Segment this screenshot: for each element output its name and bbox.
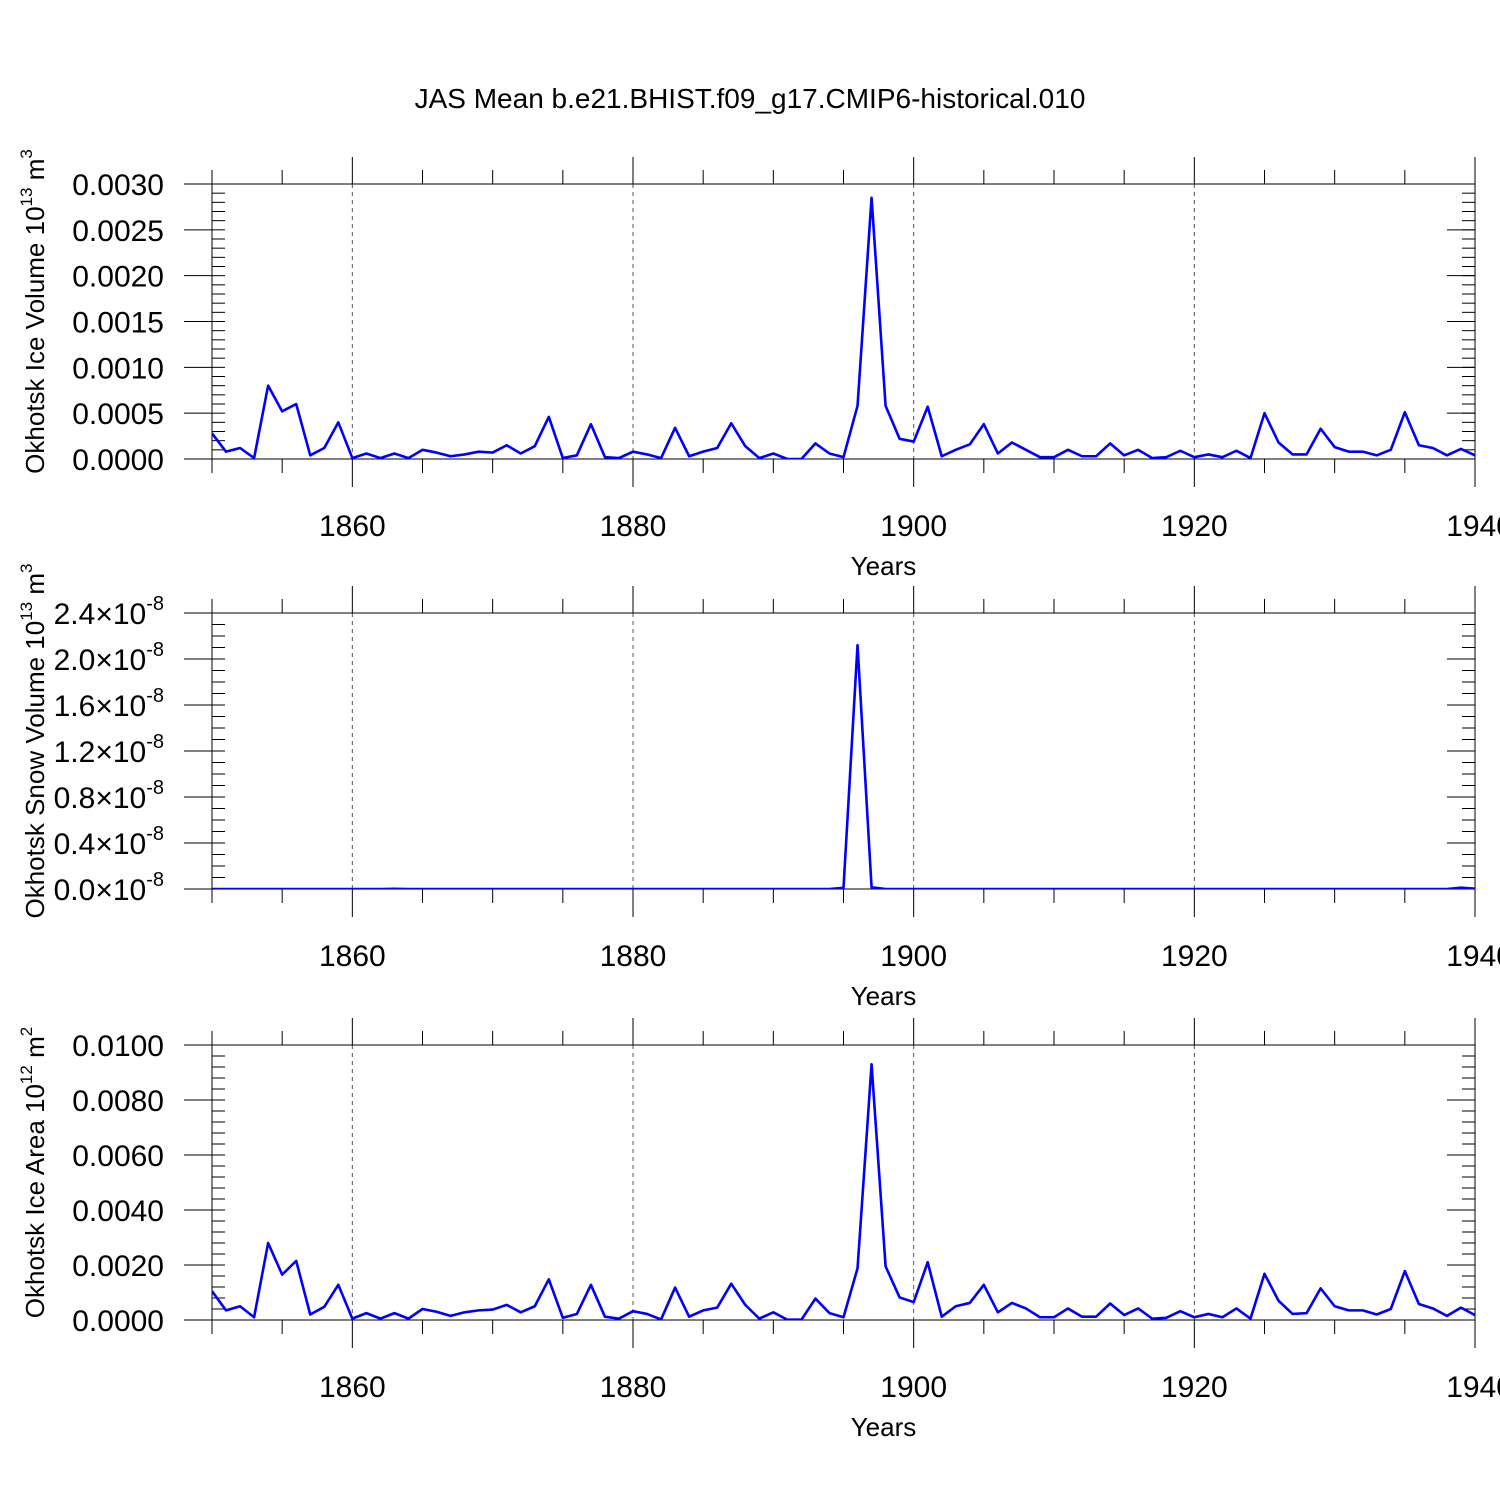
ice-volume-plot-frame [211, 183, 1476, 460]
ice-volume-xtick-label: 1860 [319, 510, 386, 543]
ice-volume-ytick-label: 0.0015 [72, 307, 164, 340]
ice-area-xtick-label: 1860 [319, 1371, 386, 1404]
ice-volume-series-line [212, 196, 1475, 459]
snow-volume-ytick-label: 1.2×10-8 [54, 731, 164, 769]
ice-area-xtick-label: 1920 [1161, 1371, 1228, 1404]
ice-area-ytick-label: 0.0060 [72, 1140, 164, 1173]
ice-area-ytick-label: 0.0000 [72, 1305, 164, 1338]
snow-volume-y-axis-label: Okhotsk Snow Volume 1013 m3 [17, 564, 50, 919]
snow-volume-xtick-label: 1940 [1446, 940, 1500, 973]
snow-volume-ytick-label: 1.6×10-8 [54, 685, 164, 723]
ice-volume-ytick-label: 0.0005 [72, 398, 164, 431]
ice-volume-xtick-label: 1920 [1161, 510, 1228, 543]
snow-volume-plot-frame [211, 612, 1476, 890]
snow-volume-x-axis-label: Years [851, 981, 917, 1011]
snow-volume-ytick-label: 2.4×10-8 [54, 593, 164, 631]
ice-area-xtick-label: 1900 [880, 1371, 947, 1404]
snow-volume-xtick-label: 1900 [880, 940, 947, 973]
panel-ice-volume: 1860 1880 1900 1920 1940 Years 0.0000 0.0005 0.0… [17, 149, 1500, 581]
snow-volume-ytick-label: 0.4×10-8 [54, 823, 164, 861]
ice-area-ytick-label: 0.0020 [72, 1250, 164, 1283]
ice-volume-ytick-label: 0.0000 [72, 444, 164, 477]
snow-volume-ytick-label: 0.8×10-8 [54, 777, 164, 815]
snow-volume-xtick-label: 1880 [600, 940, 667, 973]
ice-volume-ytick-label: 0.0020 [72, 261, 164, 294]
ice-area-ytick-label: 0.0100 [72, 1030, 164, 1063]
ice-volume-xtick-label: 1940 [1446, 510, 1500, 543]
snow-volume-ytick-label: 2.0×10-8 [54, 639, 164, 677]
ice-area-xtick-label: 1880 [600, 1371, 667, 1404]
snow-volume-series-line [212, 643, 1475, 889]
ice-area-series-line [212, 1062, 1475, 1320]
ice-volume-ytick-label: 0.0010 [72, 352, 164, 385]
ice-area-x-axis-label: Years [851, 1412, 917, 1442]
ice-volume-ytick-label: 0.0025 [72, 215, 164, 248]
snow-volume-xtick-label: 1860 [319, 940, 386, 973]
panel-ice-area: 1860 1880 1900 1920 1940 Years 0.0000 0.0020 0.0… [17, 1018, 1500, 1442]
panel-snow-volume: 1860 1880 1900 1920 1940 Years 0.0×10-8 0.4×10-… [17, 564, 1500, 1012]
ice-area-ytick-label: 0.0080 [72, 1085, 164, 1118]
ice-volume-ytick-label: 0.0030 [72, 169, 164, 202]
ice-volume-x-axis-label: Years [851, 551, 917, 581]
ice-area-xtick-label: 1940 [1446, 1371, 1500, 1404]
snow-volume-xtick-label: 1920 [1161, 940, 1228, 973]
ice-volume-xtick-label: 1880 [600, 510, 667, 543]
ice-volume-xtick-label: 1900 [880, 510, 947, 543]
ice-area-ytick-label: 0.0040 [72, 1195, 164, 1228]
snow-volume-ytick-label: 0.0×10-8 [54, 869, 164, 907]
ice-volume-y-axis-label: Okhotsk Ice Volume 1013 m3 [17, 149, 50, 474]
ice-area-plot-frame [211, 1044, 1476, 1321]
ice-area-y-axis-label: Okhotsk Ice Area 1012 m2 [17, 1027, 50, 1318]
figure-title: JAS Mean b.e21.BHIST.f09_g17.CMIP6-histo… [415, 83, 1086, 114]
